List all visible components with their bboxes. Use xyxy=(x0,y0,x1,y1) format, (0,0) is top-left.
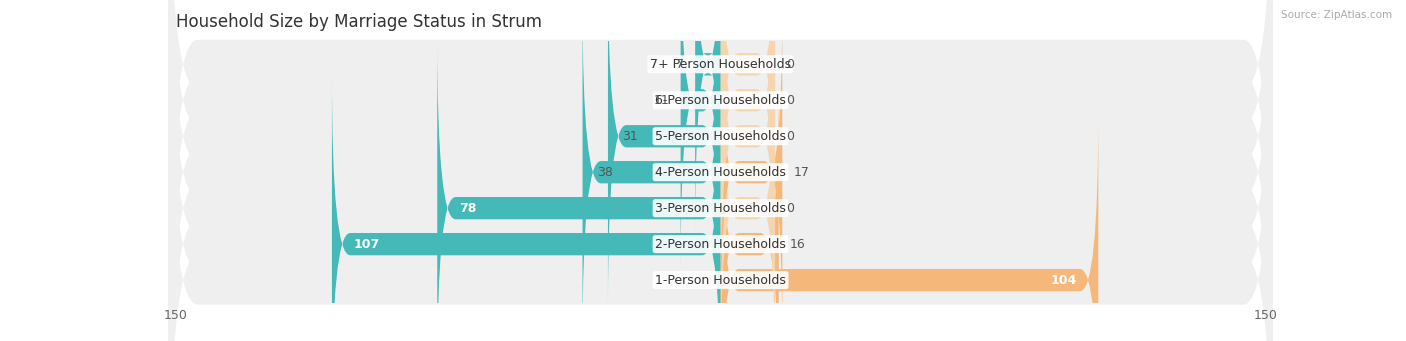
Text: 107: 107 xyxy=(354,238,380,251)
Text: 78: 78 xyxy=(458,202,477,215)
FancyBboxPatch shape xyxy=(169,0,1272,341)
Text: 17: 17 xyxy=(793,166,808,179)
Text: 38: 38 xyxy=(598,166,613,179)
Text: 4-Person Households: 4-Person Households xyxy=(655,166,786,179)
FancyBboxPatch shape xyxy=(332,75,721,341)
Text: 16: 16 xyxy=(790,238,806,251)
Text: 104: 104 xyxy=(1050,273,1077,286)
FancyBboxPatch shape xyxy=(169,0,1272,341)
Text: 0: 0 xyxy=(786,202,794,215)
Text: 0: 0 xyxy=(786,130,794,143)
FancyBboxPatch shape xyxy=(169,0,1272,341)
Text: Household Size by Marriage Status in Strum: Household Size by Marriage Status in Str… xyxy=(176,13,541,31)
Text: 1-Person Households: 1-Person Households xyxy=(655,273,786,286)
FancyBboxPatch shape xyxy=(721,0,775,305)
Text: 6-Person Households: 6-Person Households xyxy=(655,94,786,107)
Text: 2-Person Households: 2-Person Households xyxy=(655,238,786,251)
Text: 0: 0 xyxy=(786,58,794,71)
FancyBboxPatch shape xyxy=(607,0,721,305)
Text: 5-Person Households: 5-Person Households xyxy=(655,130,786,143)
FancyBboxPatch shape xyxy=(721,40,775,341)
FancyBboxPatch shape xyxy=(721,0,775,233)
Text: 7: 7 xyxy=(676,58,685,71)
Text: 11: 11 xyxy=(654,94,669,107)
FancyBboxPatch shape xyxy=(721,112,1098,341)
FancyBboxPatch shape xyxy=(582,3,721,341)
Text: 3-Person Households: 3-Person Households xyxy=(655,202,786,215)
Text: 7+ Person Households: 7+ Person Households xyxy=(650,58,792,71)
FancyBboxPatch shape xyxy=(437,40,721,341)
Text: 31: 31 xyxy=(623,130,638,143)
FancyBboxPatch shape xyxy=(169,0,1272,341)
FancyBboxPatch shape xyxy=(721,3,782,341)
Text: 0: 0 xyxy=(786,94,794,107)
FancyBboxPatch shape xyxy=(169,0,1272,327)
Text: Source: ZipAtlas.com: Source: ZipAtlas.com xyxy=(1281,10,1392,20)
FancyBboxPatch shape xyxy=(169,0,1272,341)
FancyBboxPatch shape xyxy=(721,0,775,269)
FancyBboxPatch shape xyxy=(695,0,721,233)
FancyBboxPatch shape xyxy=(681,0,721,269)
FancyBboxPatch shape xyxy=(721,75,779,341)
FancyBboxPatch shape xyxy=(169,17,1272,341)
